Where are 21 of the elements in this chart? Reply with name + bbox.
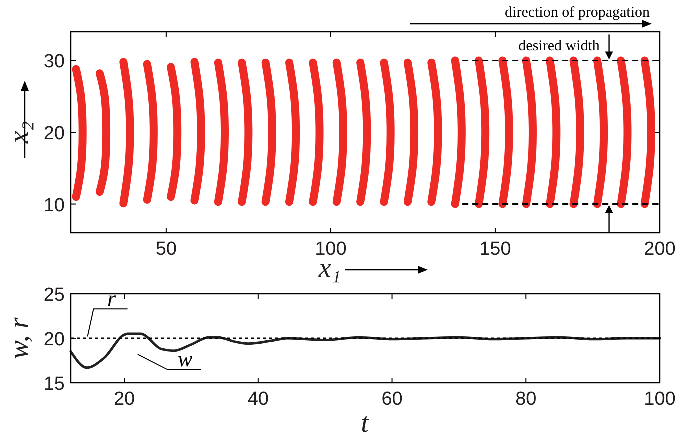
legend-label: r [107,286,116,312]
series-label: w [178,346,194,372]
x-tick-label: 150 [480,239,512,260]
y-tick-label: 20 [44,330,65,350]
x-tick-label: 200 [644,239,676,260]
x-tick-label: 80 [516,389,537,410]
text: direction of propagation [505,5,650,21]
y-tick-label: 20 [44,124,65,144]
y-tick-label: 15 [44,374,65,395]
x-tick-label: 100 [315,239,347,260]
y-tick-label: 30 [44,52,65,73]
x-tick-label: 40 [248,389,269,410]
x-tick-label: 50 [156,239,177,260]
x-axis-title: t [361,408,370,439]
x-tick-label: 100 [644,389,676,410]
y-axis-title: w, r [4,318,35,360]
y-tick-label: 10 [44,195,65,216]
annotation: desired width [518,38,600,55]
x-tick-label: 60 [382,389,403,410]
y-tick-label: 25 [44,285,65,306]
x-tick-label: 20 [114,389,136,410]
